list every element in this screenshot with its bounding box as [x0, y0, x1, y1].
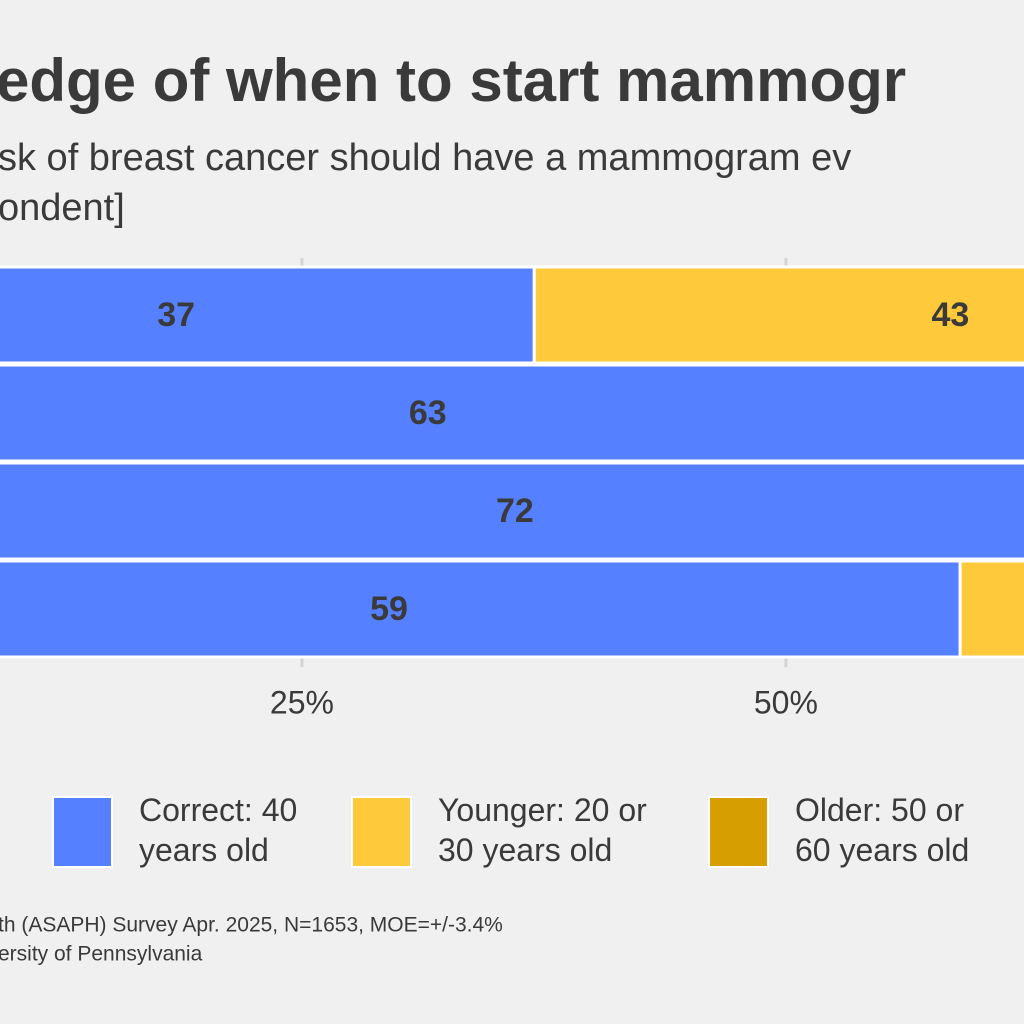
bar [0, 265, 536, 365]
bar [0, 461, 1024, 561]
bar [532, 265, 1024, 365]
chart-title: edge of when to start mammogr [0, 47, 906, 114]
caption: ersity of Pennsylvania [0, 943, 203, 966]
legend-swatch [708, 796, 769, 868]
value-label: 37 [157, 296, 195, 334]
bar [958, 559, 1024, 659]
chart-subtitle: sk of breast cancer should have a mammog… [0, 137, 851, 179]
legend-label: Younger: 20 or 30 years old [438, 792, 647, 868]
value-label: 59 [370, 590, 408, 628]
legend-label: Older: 50 or 60 years old [795, 792, 969, 868]
caption: th (ASAPH) Survey Apr. 2025, N=1653, MOE… [0, 914, 503, 937]
bar [0, 363, 1024, 463]
x-tick-label: 50% [754, 684, 818, 720]
legend-swatch [52, 796, 113, 868]
chart-subtitle: ondent] [0, 187, 125, 229]
legend-label: Correct: 40 years old [139, 792, 297, 868]
value-label: 72 [496, 492, 534, 530]
value-label: 63 [409, 394, 447, 432]
bar [0, 559, 962, 659]
x-tick-label: 25% [270, 684, 334, 720]
value-label: 43 [932, 296, 970, 334]
legend-swatch [351, 796, 412, 868]
